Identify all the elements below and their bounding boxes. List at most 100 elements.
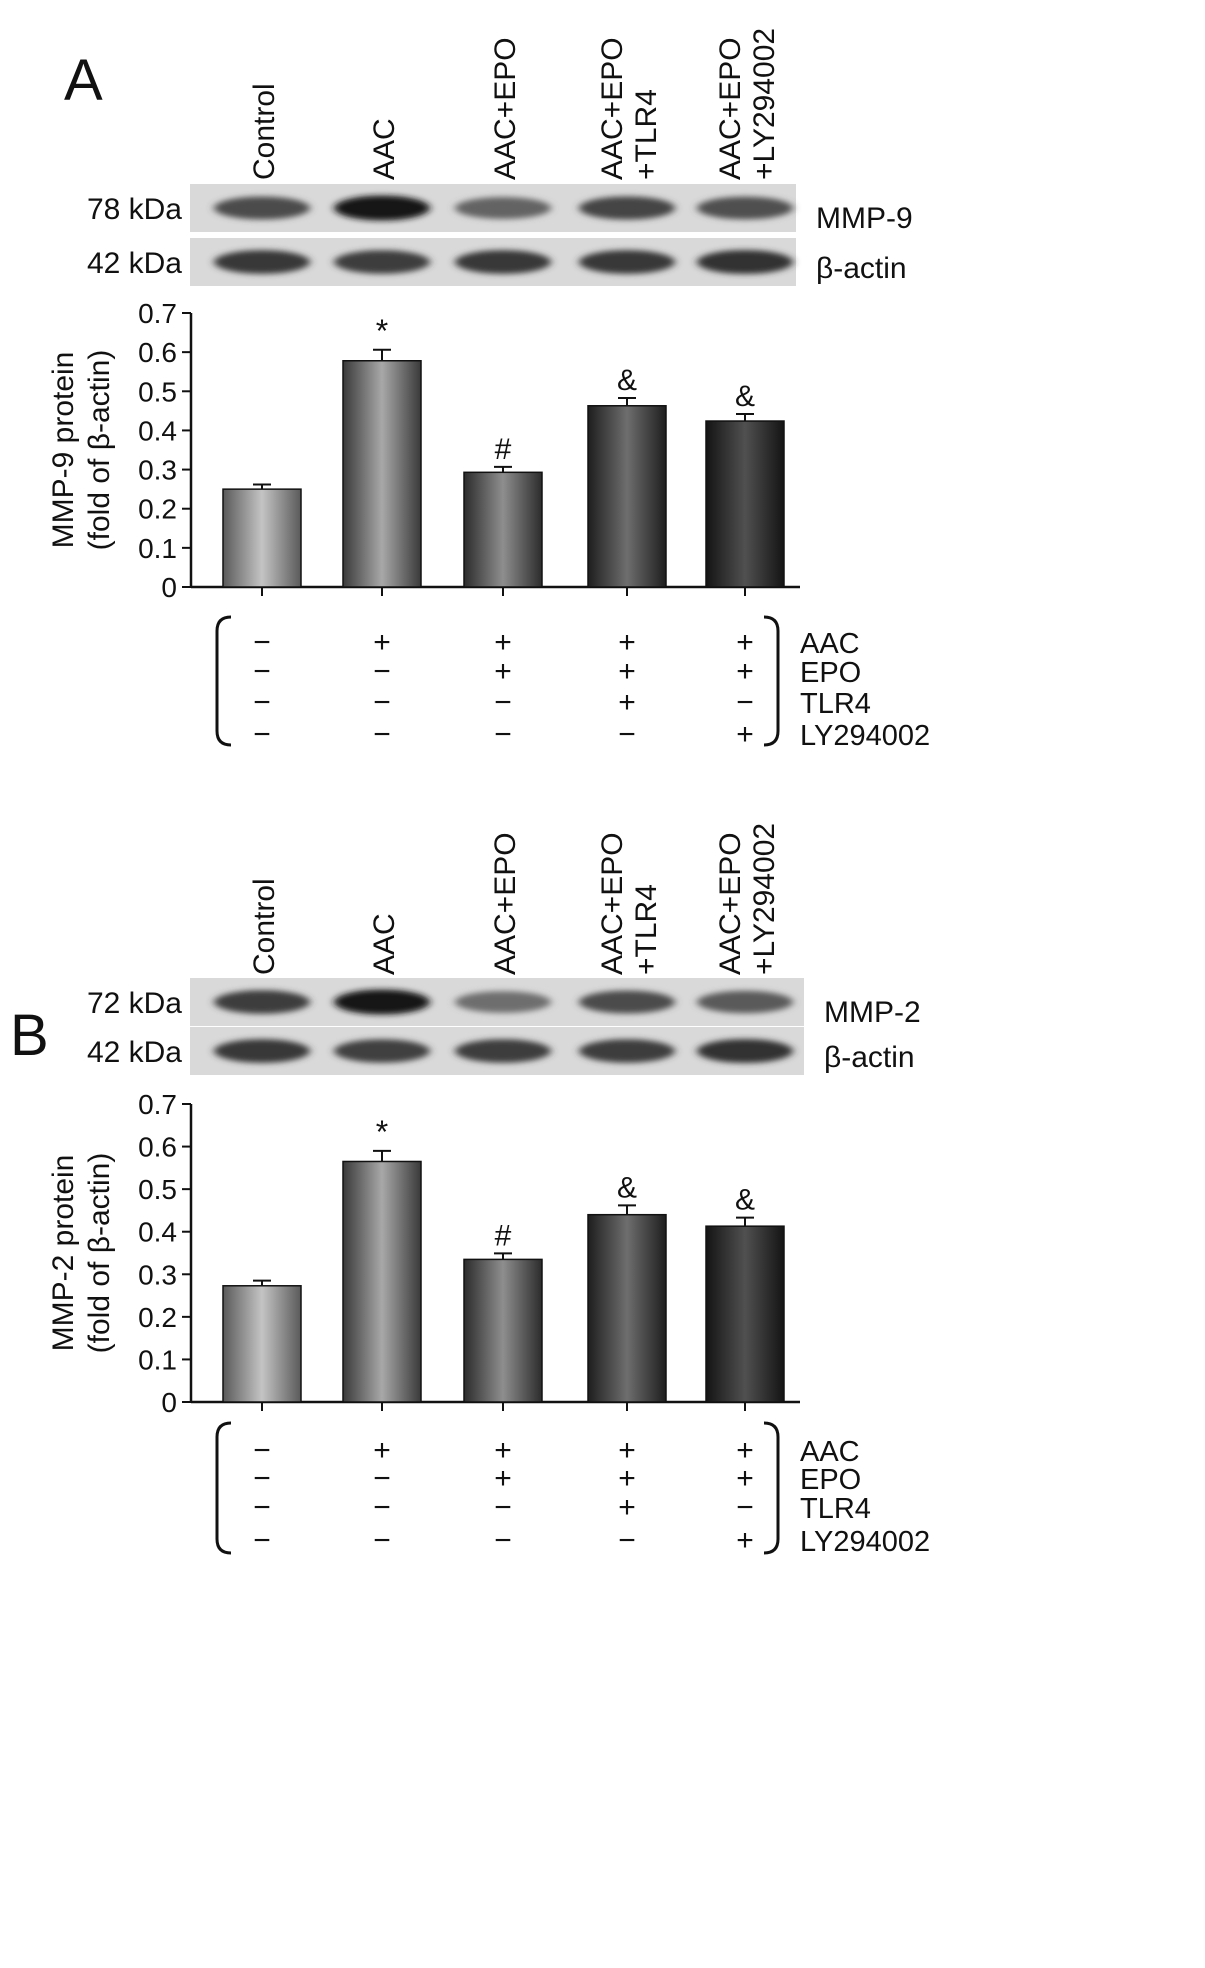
treatment-mark: − xyxy=(373,1491,391,1524)
bar xyxy=(222,488,302,588)
right-bracket xyxy=(763,615,780,747)
lane-label: Control xyxy=(248,83,281,180)
left-bracket xyxy=(215,615,232,747)
protein-label: β-actin xyxy=(816,252,907,285)
lane-label: AAC+EPO xyxy=(489,37,522,180)
y-tick-label: 0.4 xyxy=(138,415,177,446)
lane-label: AAC+EPO xyxy=(489,832,522,975)
y-tick-label: 0.5 xyxy=(138,376,177,407)
blot-band xyxy=(334,1039,430,1063)
y-axis-label: MMP-9 protein xyxy=(47,352,80,549)
significance-mark: & xyxy=(735,380,755,413)
bar xyxy=(222,1285,302,1403)
blot-band xyxy=(579,1039,675,1063)
treatment-mark: + xyxy=(494,1434,512,1467)
blot-band xyxy=(579,250,675,274)
kda-label: 42 kDa xyxy=(87,1036,182,1069)
y-tick-label: 0.7 xyxy=(138,1089,177,1120)
left-bracket xyxy=(215,1421,232,1555)
y-tick-label: 0.2 xyxy=(138,494,177,525)
treatment-label: TLR4 xyxy=(800,1493,871,1525)
treatment-mark: + xyxy=(618,1462,636,1495)
y-tick-label: 0.6 xyxy=(138,1132,177,1163)
lane-label: +TLR4 xyxy=(630,89,663,180)
significance-mark: & xyxy=(617,364,637,397)
lane-label: AAC xyxy=(368,913,401,975)
blot-band xyxy=(455,991,551,1013)
panel-b: B Control AAC AAC+EPO AAC+EPO +TLR4 AAC+EPO +L… xyxy=(10,823,930,1558)
treatment-label: AAC xyxy=(800,628,860,660)
y-tick-label: 0.3 xyxy=(138,1259,177,1290)
protein-label: MMP-9 xyxy=(816,202,913,235)
treatment-mark: − xyxy=(618,1524,636,1557)
treatment-mark: + xyxy=(736,1462,754,1495)
blot-band xyxy=(334,195,430,221)
panel-letter: B xyxy=(10,1003,49,1068)
blot-band xyxy=(579,990,675,1014)
treatment-mark: − xyxy=(494,686,512,719)
lane-label: AAC xyxy=(368,118,401,180)
treatment-mark: − xyxy=(253,1524,271,1557)
treatment-mark: + xyxy=(736,718,754,751)
lane-label: +LY294002 xyxy=(748,823,781,975)
significance-mark: & xyxy=(617,1171,637,1204)
treatment-mark: − xyxy=(373,718,391,751)
blot-band xyxy=(214,250,310,274)
treatment-mark: + xyxy=(494,655,512,688)
blot-band xyxy=(334,989,430,1015)
treatment-label: EPO xyxy=(800,657,861,689)
treatment-mark: + xyxy=(373,1434,391,1467)
bar xyxy=(587,405,667,588)
treatment-mark: − xyxy=(494,1491,512,1524)
y-tick-label: 0.1 xyxy=(138,1344,177,1375)
y-tick-label: 0.4 xyxy=(138,1217,177,1248)
treatment-mark: + xyxy=(736,1524,754,1557)
treatment-mark: + xyxy=(618,1491,636,1524)
blot-band xyxy=(214,1039,310,1063)
blot-band xyxy=(697,1039,793,1063)
panel-a: A Control AAC AAC+EPO AAC+EPO +TLR4 AAC+EPO +L… xyxy=(47,28,930,752)
treatment-mark: − xyxy=(373,1462,391,1495)
bar xyxy=(342,360,422,588)
treatment-mark: − xyxy=(253,655,271,688)
lane-label: AAC+EPO xyxy=(596,37,629,180)
treatment-mark: + xyxy=(494,1462,512,1495)
y-tick-label: 0.5 xyxy=(138,1174,177,1205)
treatment-mark: − xyxy=(494,1524,512,1557)
treatment-mark: − xyxy=(253,1434,271,1467)
treatment-mark: − xyxy=(618,718,636,751)
bar xyxy=(463,471,543,588)
kda-label: 42 kDa xyxy=(87,247,182,280)
y-tick-label: 0.7 xyxy=(138,298,177,329)
significance-mark: # xyxy=(495,433,512,466)
treatment-mark: − xyxy=(253,686,271,719)
treatment-mark: + xyxy=(373,626,391,659)
significance-mark: * xyxy=(376,1114,388,1150)
significance-mark: & xyxy=(735,1184,755,1217)
treatment-mark: + xyxy=(736,1434,754,1467)
protein-label: β-actin xyxy=(824,1041,915,1074)
blot-band xyxy=(697,990,793,1014)
treatment-mark: + xyxy=(618,1434,636,1467)
treatment-label: LY294002 xyxy=(800,720,930,752)
treatment-mark: + xyxy=(618,626,636,659)
protein-label: MMP-2 xyxy=(824,996,921,1029)
significance-mark: # xyxy=(495,1219,512,1252)
bar xyxy=(342,1160,422,1403)
treatment-mark: + xyxy=(736,626,754,659)
bar xyxy=(705,1225,785,1403)
panel-letter: A xyxy=(64,48,103,113)
treatment-mark: − xyxy=(373,1524,391,1557)
y-tick-label: 0 xyxy=(161,1387,177,1418)
lane-label: +TLR4 xyxy=(630,884,663,975)
blot-band xyxy=(334,250,430,274)
lane-label: Control xyxy=(248,878,281,975)
treatment-mark: − xyxy=(373,655,391,688)
bar xyxy=(587,1213,667,1403)
treatment-label: LY294002 xyxy=(800,1526,930,1558)
y-tick-label: 0.1 xyxy=(138,533,177,564)
kda-label: 78 kDa xyxy=(87,193,182,226)
blot-band xyxy=(697,196,793,220)
treatment-mark: − xyxy=(373,686,391,719)
blot-band xyxy=(455,197,551,219)
